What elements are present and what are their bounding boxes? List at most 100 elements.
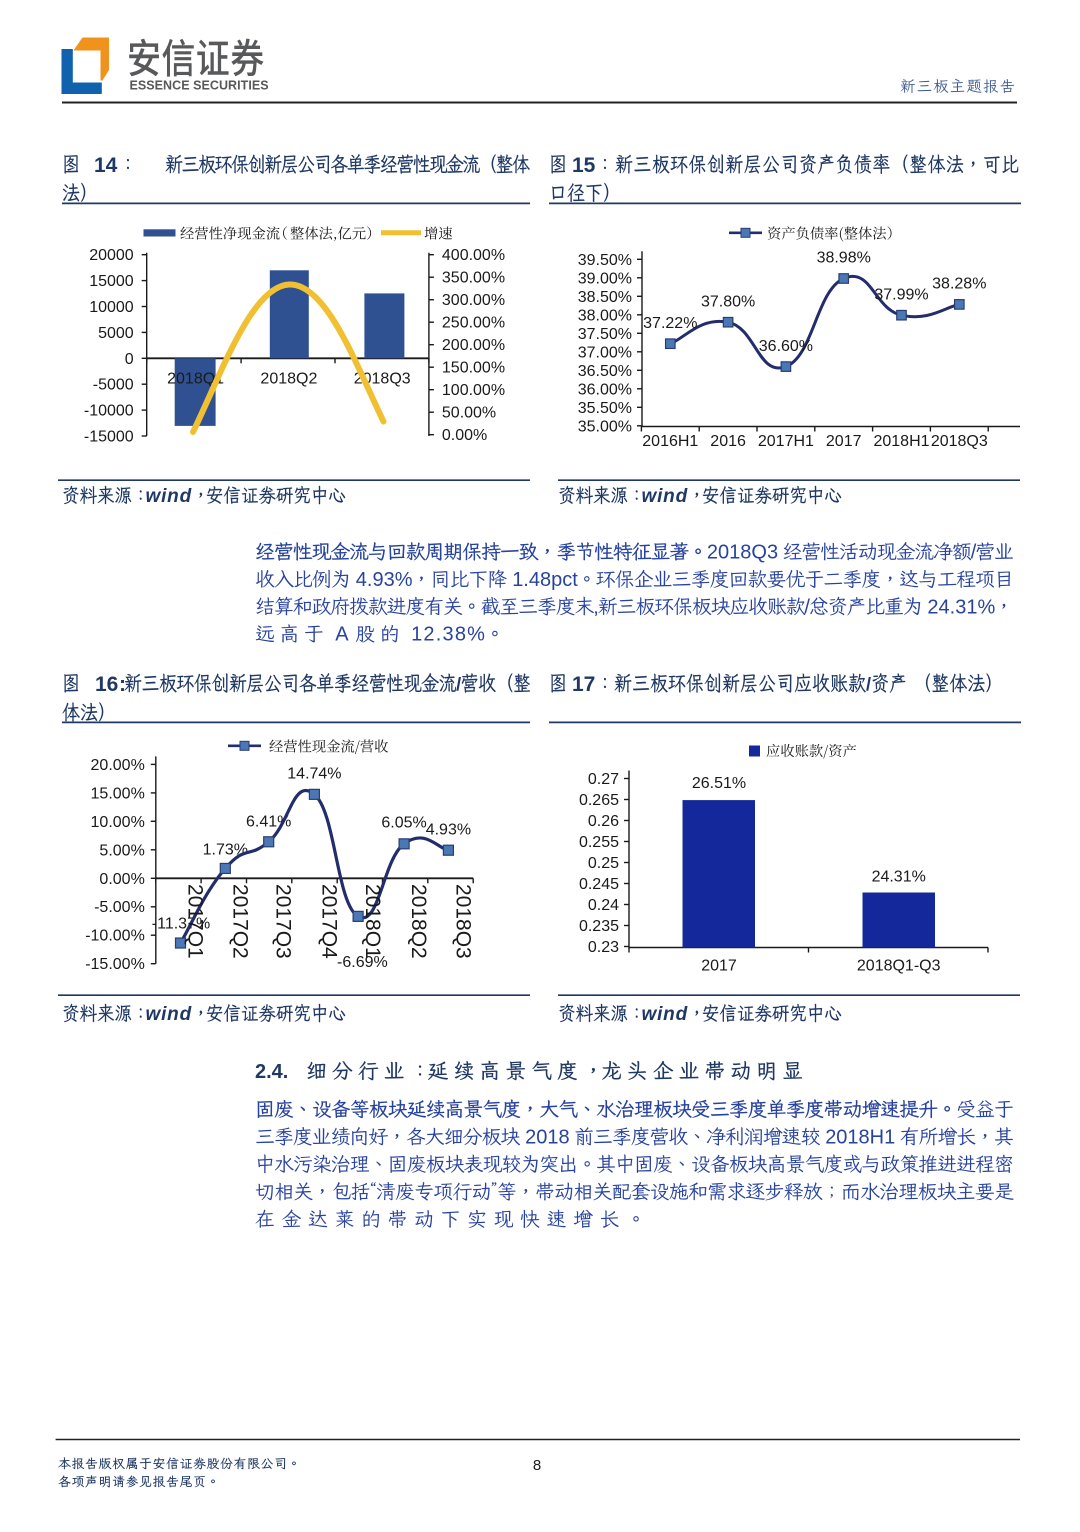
svg-text:2018H1: 2018H1	[825, 1127, 895, 1149]
svg-text:37.22%: 37.22%	[643, 315, 697, 332]
svg-text:2017: 2017	[701, 958, 737, 975]
svg-text:2018Q3: 2018Q3	[707, 542, 778, 564]
svg-text:0.265: 0.265	[579, 792, 619, 809]
svg-text:37.50%: 37.50%	[578, 326, 632, 343]
svg-text:35.50%: 35.50%	[578, 400, 632, 417]
svg-text:0.00%: 0.00%	[442, 427, 487, 444]
svg-text:15.00%: 15.00%	[91, 785, 145, 802]
svg-text:37.80%: 37.80%	[701, 293, 755, 310]
svg-text:400.00%: 400.00%	[442, 247, 505, 264]
svg-text:0.24: 0.24	[588, 897, 619, 914]
svg-text:5.00%: 5.00%	[99, 842, 144, 859]
svg-text:17: 17	[572, 673, 595, 696]
svg-text:20000: 20000	[89, 247, 134, 264]
svg-text:0.00%: 0.00%	[99, 871, 144, 888]
svg-text:-11.37%: -11.37%	[152, 916, 210, 933]
svg-text:2018H1: 2018H1	[873, 433, 929, 450]
svg-text:38.28%: 38.28%	[932, 276, 986, 293]
svg-text:2018Q1-Q3: 2018Q1-Q3	[857, 958, 941, 975]
svg-text:2018: 2018	[525, 1127, 570, 1149]
svg-text:0.235: 0.235	[579, 918, 619, 935]
svg-text:14.74%: 14.74%	[287, 766, 341, 783]
svg-text:6.05%: 6.05%	[381, 815, 426, 832]
svg-text:5000: 5000	[98, 325, 134, 342]
svg-text:10000: 10000	[89, 299, 134, 316]
svg-text:10.00%: 10.00%	[91, 814, 145, 831]
svg-text:24.31%: 24.31%	[872, 869, 926, 886]
svg-text:4.93%: 4.93%	[356, 569, 413, 591]
svg-text:8: 8	[533, 1457, 541, 1474]
svg-text:2016H1: 2016H1	[642, 433, 698, 450]
svg-text:36.60%: 36.60%	[759, 338, 813, 355]
svg-text:0.27: 0.27	[588, 771, 619, 788]
svg-text:26.51%: 26.51%	[692, 775, 746, 792]
svg-text:/: /	[971, 542, 977, 564]
svg-text:12.38%: 12.38%	[411, 624, 486, 646]
svg-text:wind: wind	[642, 486, 688, 507]
svg-text:2.4.: 2.4.	[255, 1061, 288, 1083]
svg-text:/: /	[804, 596, 810, 618]
svg-text:-5.00%: -5.00%	[94, 899, 145, 916]
svg-text:100.00%: 100.00%	[442, 382, 505, 399]
svg-text:39.50%: 39.50%	[578, 252, 632, 269]
svg-text:38.98%: 38.98%	[817, 250, 871, 267]
svg-text:300.00%: 300.00%	[442, 292, 505, 309]
svg-text:-15.00%: -15.00%	[85, 956, 145, 973]
svg-text:-10000: -10000	[84, 403, 134, 420]
svg-text:ESSENCE SECURITIES: ESSENCE SECURITIES	[130, 79, 269, 93]
svg-text:200.00%: 200.00%	[442, 337, 505, 354]
svg-text:16: 16	[95, 673, 118, 696]
svg-text:0.23: 0.23	[588, 939, 619, 956]
svg-text:2017Q4: 2017Q4	[317, 884, 340, 959]
svg-text:2017Q2: 2017Q2	[228, 884, 251, 959]
svg-text:36.50%: 36.50%	[578, 363, 632, 380]
svg-text:0: 0	[125, 351, 134, 368]
svg-text:2016: 2016	[710, 433, 746, 450]
svg-text:20.00%: 20.00%	[91, 757, 145, 774]
svg-text:-10.00%: -10.00%	[85, 928, 145, 945]
svg-text:15000: 15000	[89, 273, 134, 290]
svg-text:0.245: 0.245	[579, 876, 619, 893]
svg-text::: :	[119, 673, 126, 696]
svg-text:1.48pct: 1.48pct	[512, 569, 578, 591]
svg-text:2018Q2: 2018Q2	[260, 371, 317, 388]
svg-text:2018Q3: 2018Q3	[451, 884, 474, 959]
svg-text:38.50%: 38.50%	[578, 289, 632, 306]
svg-text:-5000: -5000	[93, 377, 134, 394]
svg-text:-6.69%: -6.69%	[337, 954, 388, 971]
svg-text:4.93%: 4.93%	[426, 821, 471, 838]
svg-text:2018Q1: 2018Q1	[361, 884, 384, 959]
svg-text:0.26: 0.26	[588, 813, 619, 830]
svg-text:38.00%: 38.00%	[578, 307, 632, 324]
svg-text:250.00%: 250.00%	[442, 315, 505, 332]
svg-text:wind: wind	[146, 1004, 192, 1025]
svg-text:350.00%: 350.00%	[442, 270, 505, 287]
svg-text:wind: wind	[146, 486, 192, 507]
svg-text:14: 14	[94, 154, 118, 177]
svg-text:2017H1: 2017H1	[758, 433, 814, 450]
svg-text:,: ,	[593, 596, 599, 618]
svg-text:2018Q3: 2018Q3	[931, 433, 988, 450]
svg-text:2018Q2: 2018Q2	[407, 884, 430, 959]
svg-text:2017Q3: 2017Q3	[272, 884, 295, 959]
svg-text:wind: wind	[642, 1004, 688, 1025]
svg-text:/: /	[866, 675, 871, 695]
svg-text:0.25: 0.25	[588, 855, 619, 872]
svg-text:-15000: -15000	[84, 429, 134, 446]
svg-text:A: A	[335, 624, 350, 646]
svg-text:1.73%: 1.73%	[203, 842, 248, 859]
svg-text:2017Q1: 2017Q1	[184, 884, 207, 959]
svg-text:37.00%: 37.00%	[578, 344, 632, 361]
svg-text:2018Q1: 2018Q1	[167, 371, 224, 388]
svg-text:37.99%: 37.99%	[874, 286, 928, 303]
svg-text:39.00%: 39.00%	[578, 270, 632, 287]
svg-text:150.00%: 150.00%	[442, 360, 505, 377]
svg-text:0.255: 0.255	[579, 834, 619, 851]
svg-text:2017: 2017	[826, 433, 862, 450]
svg-text:/: /	[456, 675, 461, 695]
svg-text:15: 15	[572, 154, 596, 177]
svg-text:36.00%: 36.00%	[578, 381, 632, 398]
svg-text:35.00%: 35.00%	[578, 418, 632, 435]
svg-text:50.00%: 50.00%	[442, 405, 496, 422]
svg-text:24.31%: 24.31%	[927, 596, 995, 618]
